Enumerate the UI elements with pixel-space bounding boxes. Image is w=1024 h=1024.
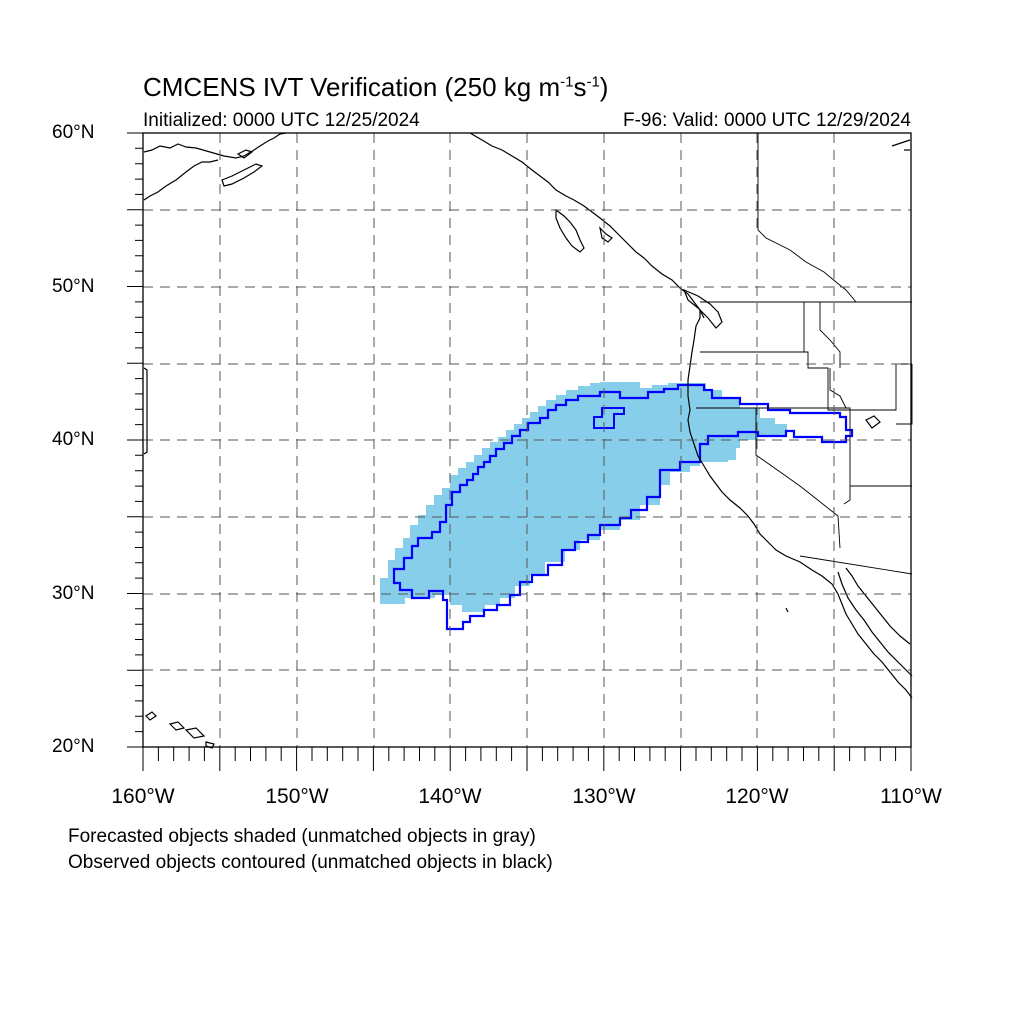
lon-label-110w: 110°W — [880, 785, 942, 808]
graticule — [143, 133, 911, 747]
lat-label-50n: 50°N — [52, 276, 95, 297]
lon-label-160w: 160°W — [111, 785, 175, 808]
left-edge-feature — [143, 367, 148, 455]
political-borders — [696, 133, 913, 575]
coastlines — [143, 132, 913, 749]
lat-label-30n: 30°N — [52, 583, 95, 604]
lat-label-40n: 40°N — [52, 429, 95, 450]
valid-time-label: F-96: Valid: 0000 UTC 12/29/2024 — [623, 110, 911, 131]
lat-label-20n: 20°N — [52, 736, 95, 757]
map-title: CMCENS IVT Verification (250 kg m-1s-1) — [143, 72, 609, 102]
forecast-ivt-object — [380, 382, 787, 612]
lon-label-140w: 140°W — [418, 785, 482, 808]
lon-label-150w: 150°W — [265, 785, 329, 808]
axis-ticks — [127, 132, 912, 771]
forecast-legend-note: Forecasted objects shaded (unmatched obj… — [68, 826, 536, 847]
lat-label-60n: 60°N — [52, 122, 95, 143]
observed-ivt-object — [392, 383, 854, 631]
init-time-label: Initialized: 0000 UTC 12/25/2024 — [143, 110, 420, 131]
lon-label-120w: 120°W — [725, 785, 789, 808]
observed-legend-note: Observed objects contoured (unmatched ob… — [68, 852, 553, 873]
lon-label-130w: 130°W — [572, 785, 636, 808]
